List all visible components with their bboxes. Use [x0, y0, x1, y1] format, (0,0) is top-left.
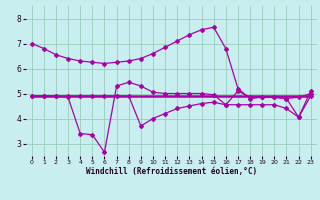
X-axis label: Windchill (Refroidissement éolien,°C): Windchill (Refroidissement éolien,°C) — [86, 167, 257, 176]
